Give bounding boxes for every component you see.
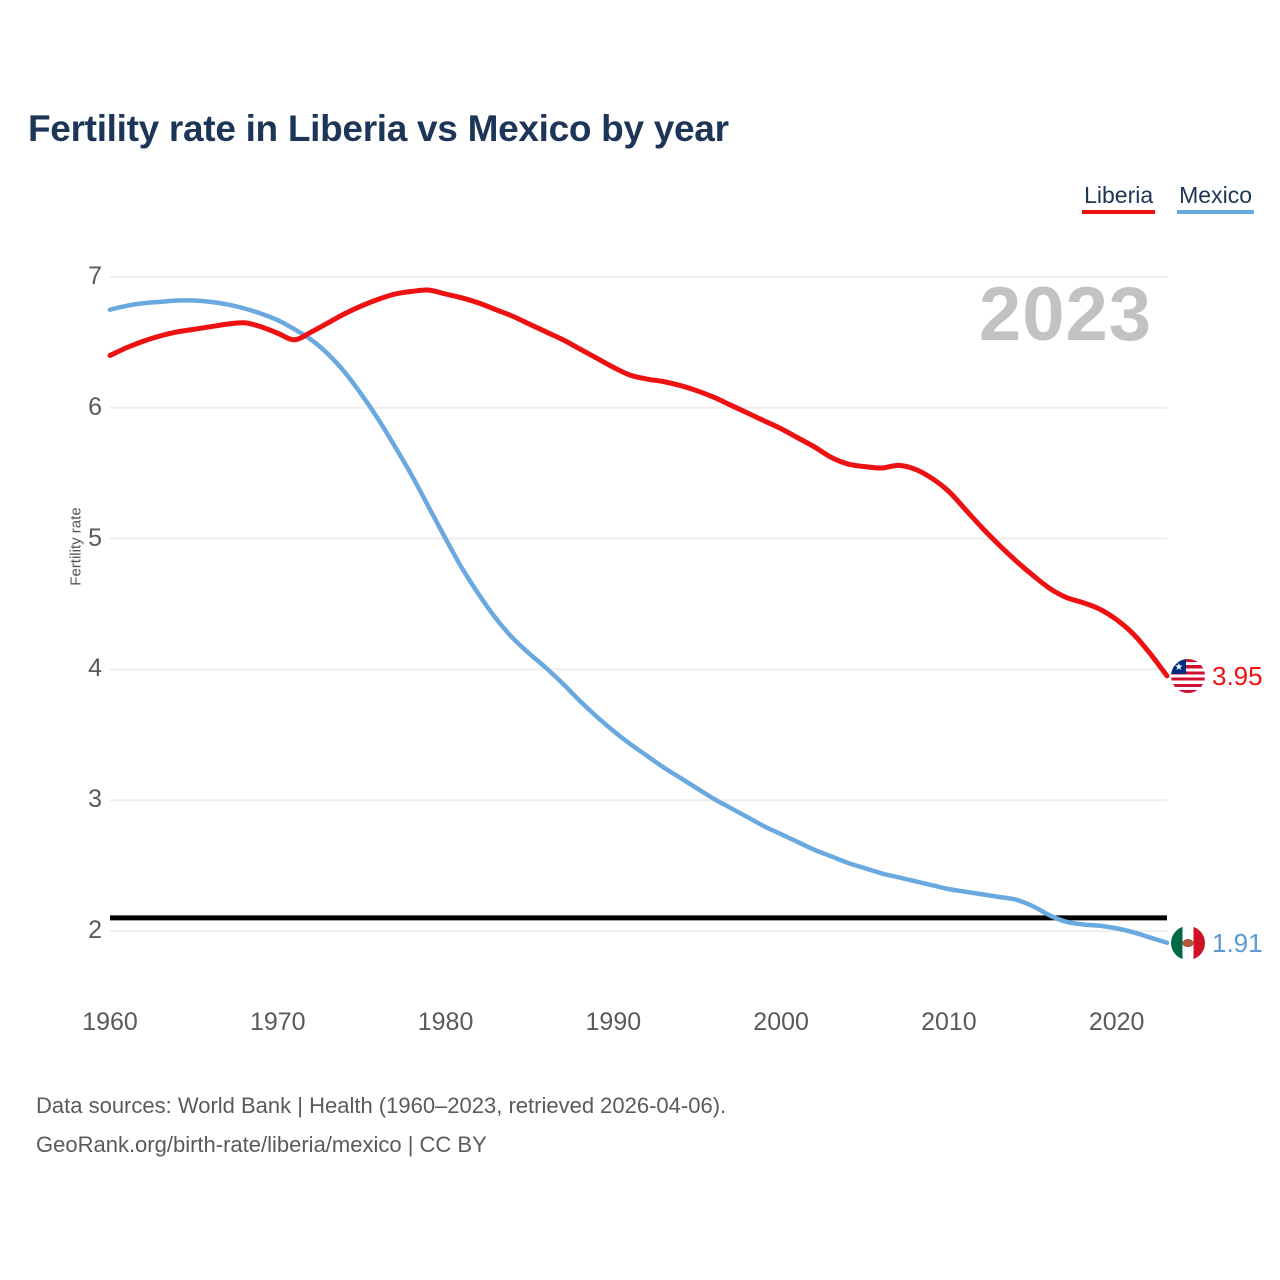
mexico-flag-icon: [1171, 925, 1205, 960]
series-line-mexico: [107, 298, 1170, 946]
watermark-year: 2023: [978, 272, 1152, 357]
liberia-flag-icon: ★: [1171, 658, 1205, 693]
y-tick-label: 4: [88, 654, 102, 683]
legend-label-liberia: Liberia: [1084, 182, 1154, 208]
legend-swatch-mexico: [1177, 210, 1254, 214]
legend-label-mexico: Mexico: [1179, 182, 1252, 208]
y-tick-label: 5: [88, 523, 102, 552]
mexico-flag-emblem: [1182, 938, 1194, 947]
series-line-liberia: [107, 287, 1170, 679]
x-tick-label: 2000: [753, 1008, 809, 1036]
legend-swatch-liberia: [1082, 210, 1156, 214]
legend-item-liberia[interactable]: Liberia: [1082, 182, 1156, 214]
x-tick-label: 1990: [585, 1008, 642, 1036]
endpoint-liberia: ★ 3.95: [1171, 658, 1263, 693]
liberia-flag-canton: [1171, 658, 1186, 674]
y-tick-label: 7: [88, 262, 102, 290]
x-tick-label: 1970: [249, 1008, 306, 1036]
liberia-flag-star: ★: [1174, 661, 1184, 673]
legend-item-mexico[interactable]: Mexico: [1177, 182, 1254, 214]
chart-legend: Liberia Mexico: [1082, 182, 1254, 214]
y-tick-label: 2: [88, 916, 102, 944]
y-tick-label: 6: [88, 392, 102, 421]
endpoint-mexico: 1.91: [1171, 925, 1263, 960]
endpoint-value-liberia: 3.95: [1212, 660, 1263, 691]
footer-line-2: GeoRank.org/birth-rate/liberia/mexico | …: [36, 1132, 487, 1157]
x-tick-label: 1980: [417, 1008, 474, 1036]
x-tick-label: 2020: [1088, 1008, 1145, 1036]
x-tick-label: 1960: [82, 1008, 138, 1036]
page-title: Fertility rate in Liberia vs Mexico by y…: [28, 108, 729, 149]
footer-line-1: Data sources: World Bank | Health (1960–…: [36, 1093, 727, 1118]
endpoint-value-mexico: 1.91: [1212, 927, 1263, 958]
y-tick-label: 3: [88, 785, 102, 814]
footer-sources: Data sources: World Bank | Health (1960–…: [36, 1086, 726, 1164]
x-tick-label: 2010: [921, 1008, 977, 1036]
